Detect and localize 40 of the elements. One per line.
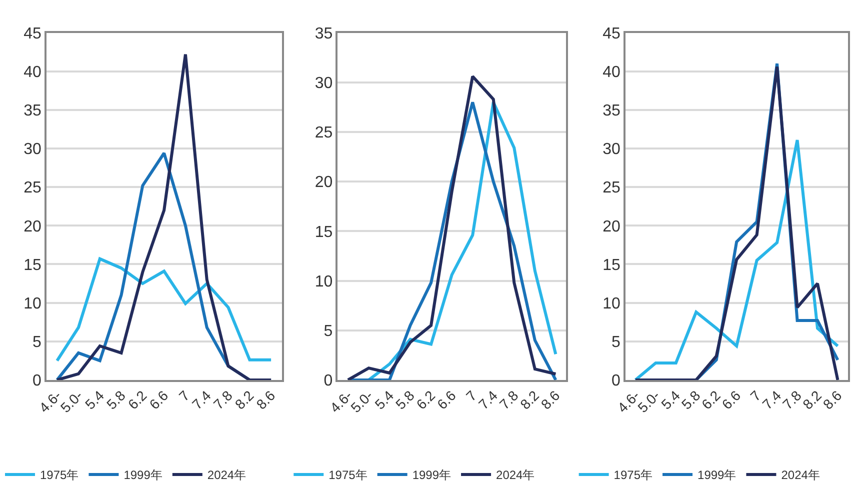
y-tick-label: 40	[24, 64, 42, 81]
legend-label: 1999年	[124, 468, 162, 482]
y-tick-label: 35	[24, 102, 42, 120]
line-series	[56, 52, 273, 380]
y-tick-label: 0	[32, 372, 42, 390]
y-tick-label: 35	[314, 25, 333, 42]
y-tick-label: 35	[602, 102, 621, 120]
legend-label: 2024年	[207, 468, 246, 482]
legend-label: 1975年	[40, 468, 79, 482]
y-tick-label: 15	[314, 224, 333, 241]
y-tick-label: 20	[602, 218, 621, 236]
line-series	[56, 257, 273, 362]
y-tick-label: 25	[314, 124, 333, 142]
y-tick-label: 5	[324, 322, 333, 340]
legend-label: 1975年	[614, 468, 653, 482]
y-tick-label: 10	[602, 295, 621, 312]
y-tick-label: 30	[602, 141, 621, 158]
y-tick-label: 10	[314, 273, 333, 290]
y-tick-label: 5	[611, 334, 620, 351]
y-tick-label: 20	[24, 218, 42, 236]
y-tick-label: 40	[602, 64, 621, 81]
y-tick-label: 15	[602, 256, 621, 274]
y-tick-label: 25	[24, 180, 42, 197]
y-tick-label: 20	[314, 174, 333, 192]
legend-label: 2024年	[781, 468, 820, 482]
y-tick-label: 0	[611, 372, 620, 390]
y-tick-label: 45	[602, 25, 621, 42]
y-tick-label: 45	[24, 25, 42, 42]
y-tick-label: 5	[32, 334, 42, 351]
y-tick-label: 0	[324, 372, 333, 390]
legend-label: 1999年	[412, 468, 452, 482]
y-tick-label: 10	[24, 295, 42, 312]
y-tick-label: 30	[314, 74, 333, 92]
line-series	[634, 138, 840, 380]
legend-label: 1975年	[328, 468, 368, 482]
y-tick-label: 15	[24, 256, 42, 274]
y-tick-label: 25	[602, 180, 621, 197]
legend-label: 2024年	[496, 468, 535, 482]
y-tick-label: 30	[24, 141, 42, 158]
legend-label: 1999年	[698, 468, 736, 482]
